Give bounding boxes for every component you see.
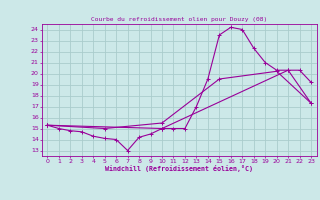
X-axis label: Windchill (Refroidissement éolien,°C): Windchill (Refroidissement éolien,°C): [105, 165, 253, 172]
Title: Courbe du refroidissement olien pour Douzy (08): Courbe du refroidissement olien pour Dou…: [91, 17, 267, 22]
